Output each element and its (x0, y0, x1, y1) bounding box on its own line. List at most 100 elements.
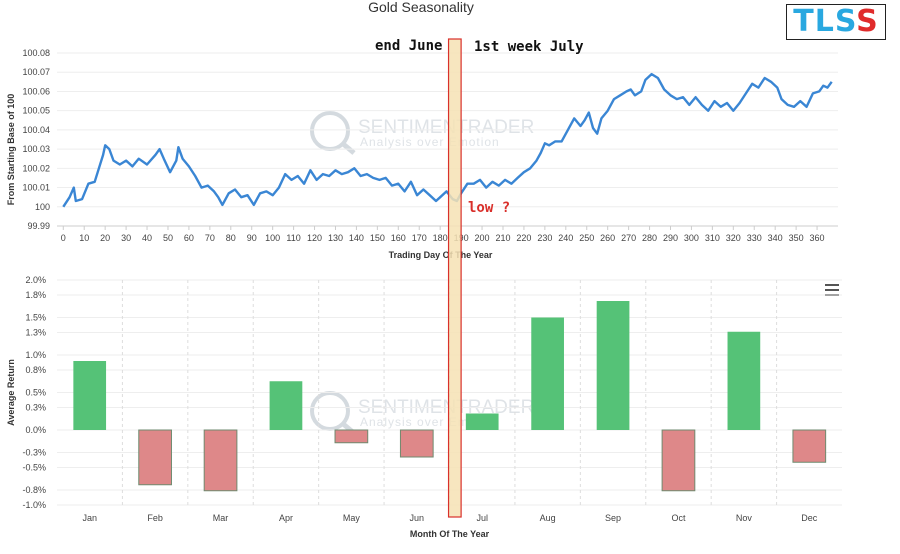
chart-title: Gold Seasonality (368, 0, 474, 15)
x-tick-label: 240 (558, 233, 573, 243)
logo-letter: S (834, 4, 857, 39)
x-tick-label: 0 (61, 233, 66, 243)
bar-mar (203, 429, 238, 492)
bar-jul (465, 413, 499, 430)
x-tick-label: 40 (142, 233, 152, 243)
y-tick-label: 1.3% (25, 328, 46, 338)
x-tick-label: 100 (265, 233, 280, 243)
y-tick-label: 100 (35, 202, 50, 212)
x-tick-label: 320 (726, 233, 741, 243)
x-tick-label: 80 (226, 233, 236, 243)
y-tick-label: 0.0% (25, 425, 46, 435)
x-tick-label: 200 (475, 233, 490, 243)
annotation-first-week-july: 1st week July (474, 39, 584, 55)
x-tick-label: Dec (801, 513, 818, 523)
x-tick-label: 220 (516, 233, 531, 243)
bar-series (73, 301, 827, 492)
x-tick-label: 30 (121, 233, 131, 243)
hamburger-menu-icon (825, 284, 839, 286)
x-tick-label: Nov (736, 513, 753, 523)
x-tick-label: 230 (537, 233, 552, 243)
y-tick-label: 0.3% (25, 403, 46, 413)
x-tick-label: 110 (286, 233, 300, 243)
x-tick-label: 310 (705, 233, 720, 243)
x-tick-label: Sep (605, 513, 621, 523)
x-tick-label: Apr (279, 513, 293, 523)
x-tick-label: Jun (410, 513, 425, 523)
bar-may (334, 429, 369, 444)
annotations: end June 1st week July low ? (375, 38, 584, 216)
logo: TLSS (786, 4, 886, 40)
x-tick-label: Feb (147, 513, 163, 523)
june-july-highlight (447, 38, 462, 518)
x-tick-label: Oct (671, 513, 686, 523)
y-tick-label: 100.07 (22, 67, 50, 77)
y-tick-label: 1.0% (25, 350, 46, 360)
y-tick-label: 100.05 (22, 106, 50, 116)
x-tick-label: 130 (328, 233, 343, 243)
y-tick-label: 99.99 (27, 221, 50, 231)
line-chart-axes: 99.99100100.01100.02100.03100.04100.0510… (6, 48, 838, 260)
bar-sep (596, 301, 630, 430)
y-tick-label: 2.0% (25, 275, 46, 285)
bar-jan (73, 361, 107, 430)
x-tick-label: 70 (205, 233, 215, 243)
x-tick-label: 140 (349, 233, 364, 243)
x-tick-label: 120 (307, 233, 322, 243)
watermark-name: SENTIMENTRADER (358, 117, 534, 138)
bar-nov (727, 331, 761, 430)
y-tick-label: 100.08 (22, 48, 50, 58)
x-tick-label: 180 (433, 233, 448, 243)
y-tick-label: -0.8% (22, 485, 46, 495)
x-tick-label: Jan (82, 513, 97, 523)
x-tick-label: 50 (163, 233, 173, 243)
annotation-end-june: end June (375, 38, 442, 54)
bar-chart-axes: 2.0% 1.8% 1.5% 1.3% 1.0% 0.8% 0.5% 0.3% 0.0% -0.3… (6, 275, 818, 539)
y-tick-label: 100.02 (22, 163, 50, 173)
logo-letter: S (856, 4, 879, 39)
y-axis-title: From Starting Base of 100 (6, 94, 16, 206)
watermark-tagline: Analysis over Emotion (360, 135, 500, 149)
watermark-tagline: Analysis over Emotion (360, 415, 500, 429)
x-tick-label: 150 (370, 233, 385, 243)
y-tick-label: -1.0% (22, 500, 46, 510)
logo-letter: T (793, 4, 815, 39)
x-tick-label: 60 (184, 233, 194, 243)
y-tick-label: -0.3% (22, 448, 46, 458)
x-tick-label: 270 (621, 233, 636, 243)
x-tick-label: May (343, 513, 361, 523)
logo-text: TLSS (793, 7, 878, 37)
watermark-logo-icon (340, 141, 356, 155)
x-tick-label: Jul (476, 513, 488, 523)
annotation-low: low ? (468, 200, 510, 216)
chart-titles: Gold Seasonality (368, 0, 474, 15)
x-tick-label: 300 (684, 233, 699, 243)
x-tick-label: 90 (247, 233, 257, 243)
bar-apr (269, 381, 303, 430)
highlight-band (447, 38, 462, 518)
x-tick-label: 170 (412, 233, 427, 243)
x-axis-title: Trading Day Of The Year (389, 250, 493, 260)
x-tick-label: Mar (213, 513, 229, 523)
x-tick-label: 330 (747, 233, 762, 243)
x-tick-label: 10 (79, 233, 89, 243)
x-tick-label: 160 (391, 233, 406, 243)
y-tick-label: 100.06 (22, 86, 50, 96)
logo-letter: L (814, 4, 835, 39)
bar-oct (661, 429, 696, 492)
x-tick-label: 250 (579, 233, 594, 243)
x-tick-label: 210 (495, 233, 510, 243)
y-tick-label: -0.5% (22, 463, 46, 473)
bar-dec (792, 429, 827, 463)
bar-jun (399, 429, 434, 458)
hamburger-menu-icon (825, 289, 839, 291)
x-tick-label: 20 (100, 233, 110, 243)
y-tick-label: 0.5% (25, 388, 46, 398)
y-tick-label: 100.01 (22, 183, 50, 193)
y-tick-label: 0.8% (25, 365, 46, 375)
x-tick-label: 280 (642, 233, 657, 243)
x-tick-label: 350 (789, 233, 804, 243)
